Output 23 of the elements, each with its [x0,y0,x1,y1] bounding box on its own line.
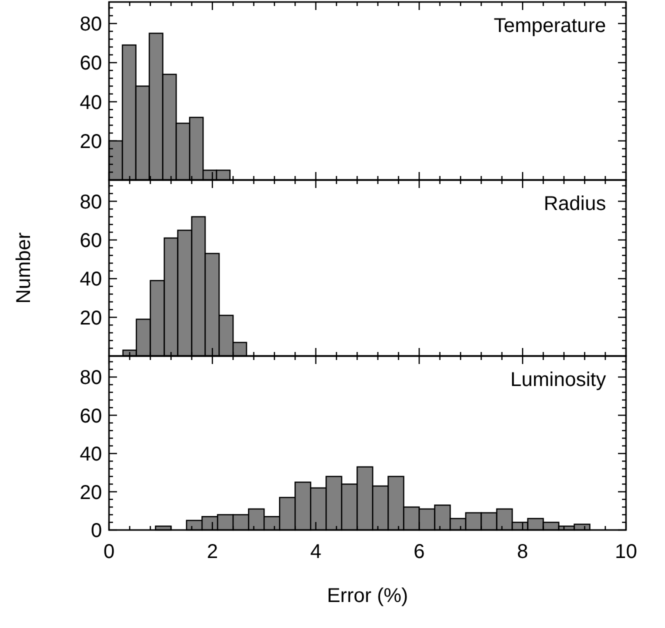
y-tick-label: 40 [80,92,102,114]
y-tick-label: 80 [80,14,102,36]
y-tick-label: 80 [80,367,102,390]
x-tick-label: 2 [206,541,218,563]
y-tick-label: 40 [80,444,102,466]
y-tick-label: 60 [80,52,102,75]
x-tick-label: 8 [517,541,528,563]
y-axis-title: Number [13,232,35,304]
annotation: Temperature [494,15,606,37]
y-tick-label: 20 [80,307,102,330]
x-axis-title: Error (%) [326,585,408,607]
y-tick-label: 60 [80,405,102,428]
y-tick-label: 0 [90,520,102,542]
y-tick-label: 60 [80,230,102,252]
annotation: Luminosity [510,369,606,391]
y-tick-label: 20 [80,482,102,504]
annotation: Radius [544,193,606,215]
y-tick-label: 40 [80,268,102,291]
y-tick-label: 20 [80,130,102,153]
x-tick-label: 6 [414,541,425,563]
x-tick-label: 10 [614,541,638,563]
x-tick-label: 4 [310,541,322,563]
y-tick-label: 80 [80,191,102,214]
